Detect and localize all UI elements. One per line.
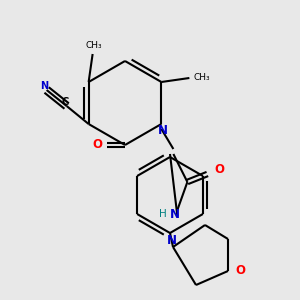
Text: CH₃: CH₃: [193, 74, 210, 82]
Text: C: C: [61, 97, 68, 107]
Text: O: O: [214, 163, 224, 176]
Text: N: N: [170, 208, 180, 220]
Text: O: O: [92, 137, 102, 151]
Text: H: H: [160, 209, 167, 219]
Text: N: N: [40, 81, 49, 91]
Text: O: O: [235, 265, 245, 278]
Text: CH₃: CH₃: [85, 40, 102, 50]
Text: N: N: [167, 235, 177, 248]
Text: N: N: [158, 124, 168, 136]
